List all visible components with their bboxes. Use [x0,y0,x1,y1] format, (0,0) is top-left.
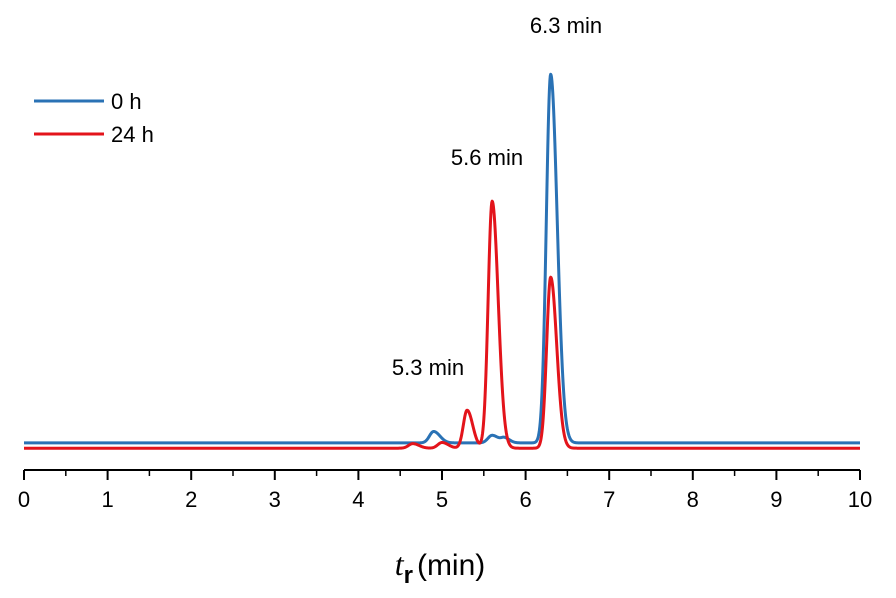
x-tick-label-10: 10 [848,487,872,512]
legend-label-0h: 0 h [111,89,142,114]
annotation-6-3-min: 6.3 min [530,13,602,38]
trace-0h [22,72,862,445]
traces-group [22,72,862,450]
x-tick-label-9: 9 [770,487,782,512]
x-tick-label-5: 5 [436,487,448,512]
x-axis: 0 1 2 3 4 5 6 7 8 9 10 [18,469,872,512]
x-tick-label-0: 0 [18,487,30,512]
legend-label-24h: 24 h [111,122,154,147]
peak-annotations: 6.3 min 5.6 min 5.3 min [392,13,602,380]
x-tick-label-3: 3 [269,487,281,512]
x-axis-title: tr (min) [395,546,486,589]
x-axis-title-variable: t [395,546,405,582]
x-axis-title-unit: (min) [417,549,485,582]
annotation-5-6-min: 5.6 min [451,145,523,170]
x-tick-label-4: 4 [352,487,364,512]
annotation-5-3-min: 5.3 min [392,355,464,380]
x-tick-label-6: 6 [519,487,531,512]
x-axis-title-subscript: r [404,562,413,589]
x-tick-label-2: 2 [185,487,197,512]
legend: 0 h 24 h [34,89,154,147]
x-tick-label-8: 8 [687,487,699,512]
trace-24h [22,199,862,450]
x-tick-label-1: 1 [101,487,113,512]
x-axis-ticks: 0 1 2 3 4 5 6 7 8 9 10 [18,470,872,512]
x-tick-label-7: 7 [603,487,615,512]
